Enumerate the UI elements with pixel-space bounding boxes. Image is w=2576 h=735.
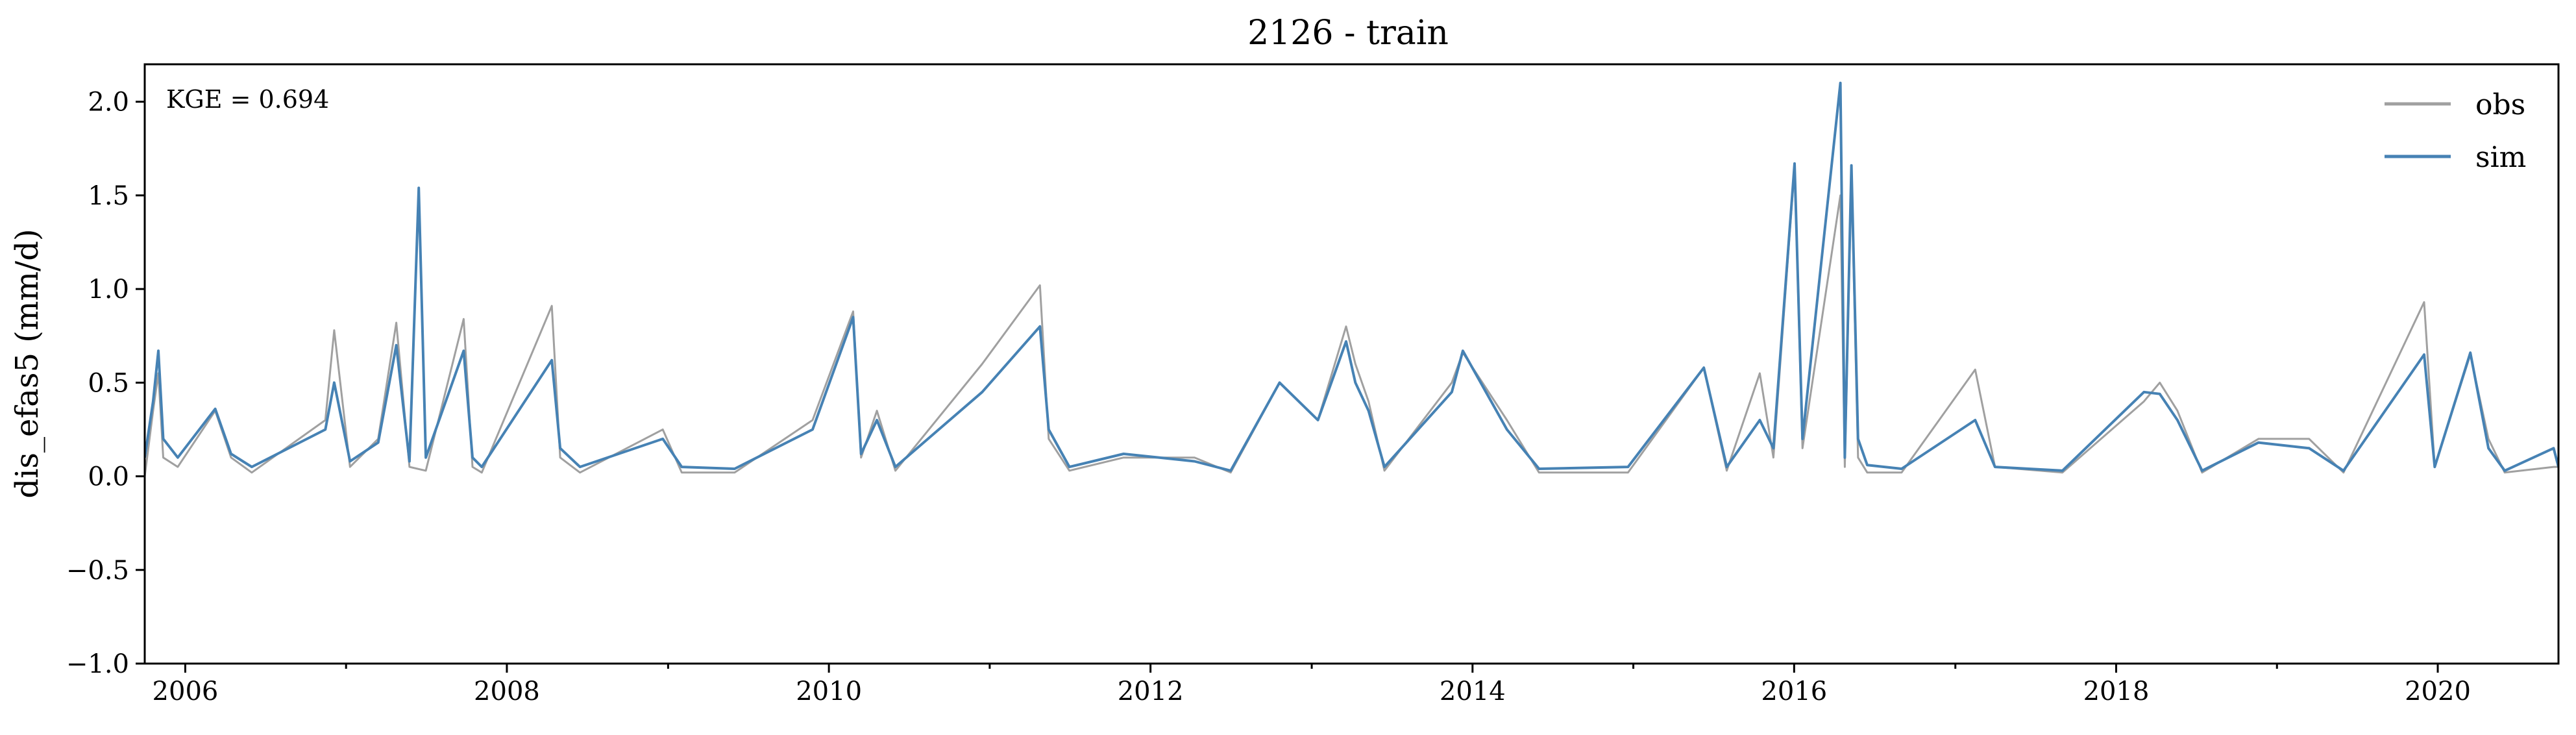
x-tick-label: 2008 [474, 677, 540, 706]
plot-area [143, 63, 2560, 665]
x-tick-label: 2010 [796, 677, 862, 706]
x-axis: 2006 2008 2010 2012 2014 2016 2018 2020 [153, 664, 2471, 706]
x-tick-label: 2012 [1118, 677, 1184, 706]
legend-obs-label: obs [2475, 88, 2525, 121]
y-tick-label: 0.5 [88, 368, 129, 398]
y-axis: −1.0 −0.5 0.0 0.5 1.0 1.5 2.0 [66, 88, 145, 679]
legend-sim-label: sim [2475, 141, 2526, 174]
series-sim-line [145, 81, 2558, 472]
y-tick-label: −1.0 [66, 649, 129, 679]
y-tick-label: 2.0 [88, 88, 129, 118]
chart-title: 2126 - train [1247, 14, 1449, 53]
y-tick-label: 1.0 [88, 275, 129, 305]
plot-frame [143, 63, 2560, 665]
y-tick-label: 0.0 [88, 462, 129, 492]
series-layer [145, 81, 2558, 477]
y-tick-label: −0.5 [66, 556, 129, 586]
x-tick-label: 2006 [153, 677, 219, 706]
x-tick-label: 2016 [1761, 677, 1827, 706]
kge-annotation: KGE = 0.694 [166, 85, 329, 114]
x-tick-label: 2020 [2405, 677, 2471, 706]
x-tick-label: 2018 [2083, 677, 2150, 706]
legend: obs sim [2385, 88, 2526, 174]
y-axis-label: dis_efas5 (mm/d) [9, 229, 45, 498]
y-tick-label: 1.5 [88, 181, 129, 211]
x-tick-label: 2014 [1440, 677, 1506, 706]
